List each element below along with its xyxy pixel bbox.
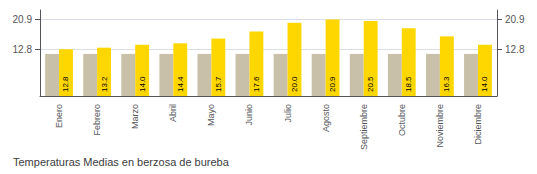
svg-text:Julio: Julio xyxy=(283,104,293,123)
svg-text:Septiembre: Septiembre xyxy=(359,104,369,150)
svg-text:17.6: 17.6 xyxy=(252,76,261,92)
svg-text:20.9: 20.9 xyxy=(505,14,525,25)
svg-text:Mayo: Mayo xyxy=(206,104,216,126)
svg-text:20.9: 20.9 xyxy=(328,76,337,92)
svg-text:Diciembre: Diciembre xyxy=(473,104,483,145)
svg-text:13.2: 13.2 xyxy=(100,76,109,92)
svg-text:16.3: 16.3 xyxy=(442,76,451,92)
svg-text:20.0: 20.0 xyxy=(290,76,299,92)
svg-text:12.8: 12.8 xyxy=(505,44,525,55)
svg-text:Noviembre: Noviembre xyxy=(435,104,445,148)
svg-text:Enero: Enero xyxy=(54,104,64,128)
svg-text:14.0: 14.0 xyxy=(480,76,489,92)
svg-text:20.9: 20.9 xyxy=(13,14,33,25)
svg-text:18.5: 18.5 xyxy=(404,76,413,92)
svg-text:Abril: Abril xyxy=(168,104,178,122)
svg-text:14.0: 14.0 xyxy=(138,76,147,92)
svg-text:Junio: Junio xyxy=(244,104,254,126)
svg-text:Febrero: Febrero xyxy=(92,104,102,136)
svg-text:Temperaturas Medias en berzosa: Temperaturas Medias en berzosa de bureba xyxy=(13,156,230,168)
svg-text:14.4: 14.4 xyxy=(176,76,185,92)
svg-text:Agosto: Agosto xyxy=(321,104,331,132)
svg-text:20.5: 20.5 xyxy=(366,76,375,92)
svg-text:15.7: 15.7 xyxy=(214,76,223,92)
svg-text:Octubre: Octubre xyxy=(397,104,407,136)
svg-text:12.8: 12.8 xyxy=(13,44,33,55)
svg-text:Marzo: Marzo xyxy=(130,104,140,129)
svg-text:12.8: 12.8 xyxy=(61,76,70,92)
